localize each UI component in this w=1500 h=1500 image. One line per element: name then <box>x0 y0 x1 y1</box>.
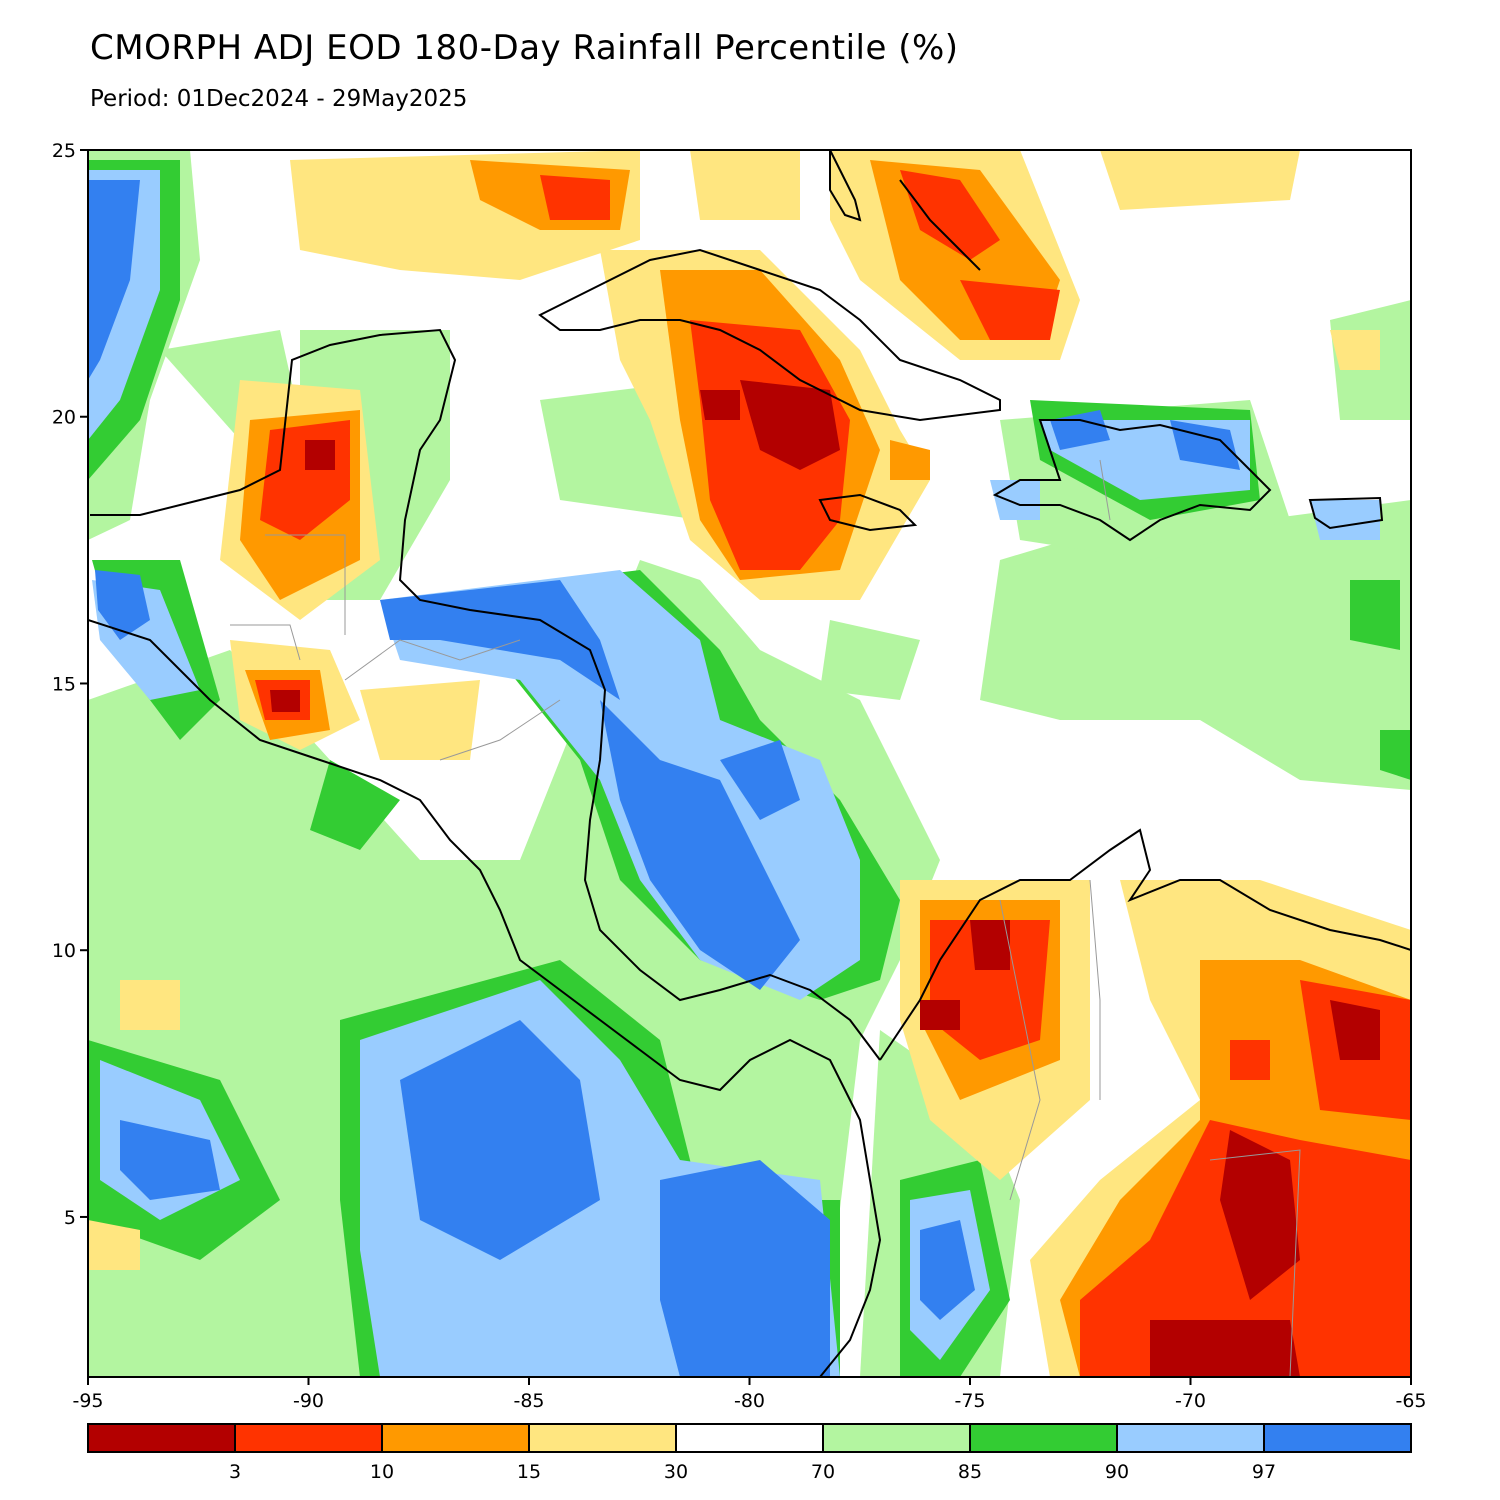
admin-borders <box>230 459 1301 1377</box>
lon-tick-label: -70 <box>1175 1390 1206 1412</box>
colorbar-bin <box>1263 1423 1412 1453</box>
chart-subtitle: Period: 01Dec2024 - 29May2025 <box>90 86 468 112</box>
map-field <box>88 150 1411 1377</box>
colorbar-label: 3 <box>229 1461 241 1483</box>
coastlines <box>88 150 1411 1377</box>
lon-axis: -95 -90 -85 -80 -75 -70 -65 <box>72 1377 1427 1412</box>
colorbar-bin <box>1116 1423 1265 1453</box>
lat-tick-label: 5 <box>64 1207 76 1229</box>
very-dry-regions <box>270 380 1380 1377</box>
lat-tick-label: 20 <box>52 407 76 429</box>
colorbar-label: 70 <box>811 1461 835 1483</box>
colorbar-label: 10 <box>370 1461 394 1483</box>
colorbar-label: 15 <box>517 1461 541 1483</box>
colorbar-label: 30 <box>664 1461 688 1483</box>
colorbar-label: 85 <box>958 1461 982 1483</box>
lon-tick-label: -65 <box>1395 1390 1426 1412</box>
lon-tick-label: -80 <box>734 1390 765 1412</box>
lat-tick-label: 10 <box>52 940 76 962</box>
colorbar-bin <box>87 1423 236 1453</box>
colorbar-bin <box>969 1423 1118 1453</box>
chart-title: CMORPH ADJ EOD 180-Day Rainfall Percenti… <box>90 28 959 68</box>
colorbar: 3 10 15 30 70 85 90 97 <box>87 1423 1412 1483</box>
lon-tick-label: -75 <box>954 1390 985 1412</box>
colorbar-bin <box>822 1423 971 1453</box>
lat-tick-label: 15 <box>52 673 76 695</box>
colorbar-bin <box>381 1423 530 1453</box>
colorbar-bin <box>528 1423 677 1453</box>
lat-axis: 25 20 15 10 5 <box>52 140 88 1229</box>
lon-tick-label: -90 <box>293 1390 324 1412</box>
lat-tick-label: 25 <box>52 140 76 162</box>
lon-tick-label: -85 <box>513 1390 544 1412</box>
colorbar-label: 97 <box>1252 1461 1276 1483</box>
extremely-wet-regions <box>88 180 1240 1377</box>
colorbar-bin <box>234 1423 383 1453</box>
colorbar-label: 90 <box>1105 1461 1129 1483</box>
lon-tick-label: -95 <box>72 1390 103 1412</box>
colorbar-bin <box>675 1423 824 1453</box>
